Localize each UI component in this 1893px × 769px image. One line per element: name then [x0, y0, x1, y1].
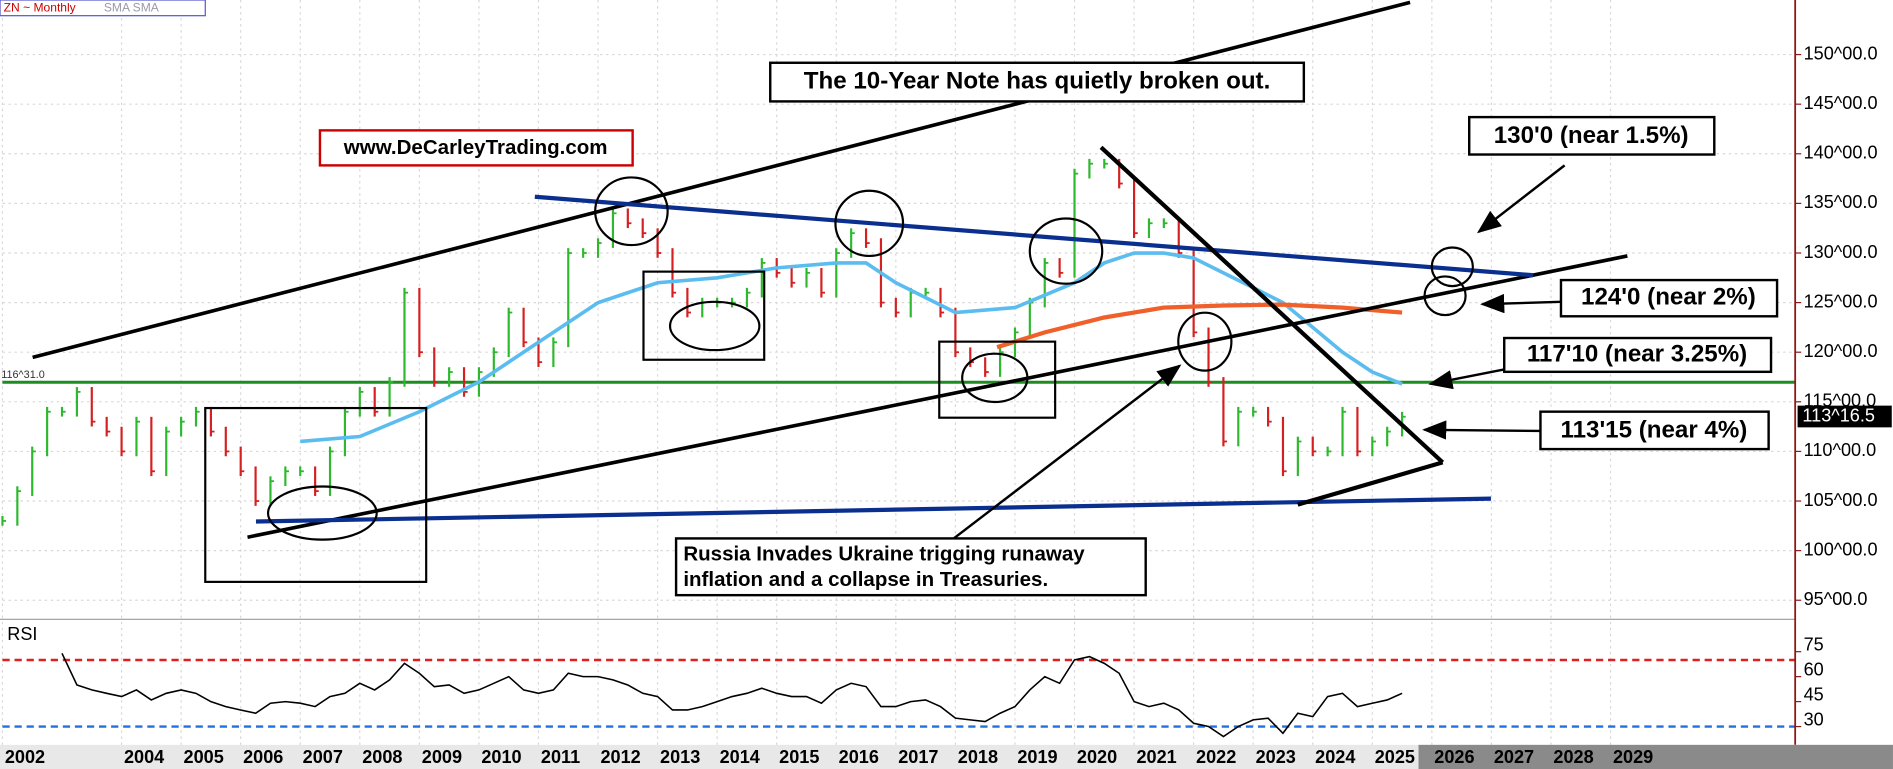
annotation: 117'10 (near 3.25%)	[1527, 340, 1747, 367]
x-tick-label: 2005	[184, 747, 224, 767]
x-tick-label: 2012	[600, 747, 640, 767]
annotation-box	[674, 537, 1147, 597]
arrow	[1422, 420, 1541, 440]
trendline	[1099, 145, 1445, 464]
box	[204, 406, 428, 583]
trendline	[1297, 460, 1444, 507]
circle	[1430, 246, 1474, 288]
annotation-box	[1539, 410, 1770, 451]
x-tick-label: 2019	[1017, 747, 1057, 767]
arrows	[953, 164, 1566, 540]
circle	[1177, 311, 1233, 372]
y-tick-label: 110^00.0	[1804, 440, 1877, 460]
y-tick-label: 95^00.0	[1804, 589, 1868, 609]
watermark-box	[318, 129, 634, 167]
watermark: www.DeCarleyTrading.com	[343, 136, 608, 159]
y-tick-label: 150^00.0	[1804, 43, 1878, 63]
symbol-label: ZN ~ Monthly	[4, 1, 76, 15]
x-tick-label: 2027	[1494, 747, 1534, 767]
x-tick-label: 2010	[481, 747, 521, 767]
annotation-box	[1559, 278, 1779, 318]
rsi-label: RSI	[7, 624, 37, 644]
y-tick-label: 140^00.0	[1804, 143, 1878, 163]
box	[938, 340, 1057, 419]
x-tick-label: 2006	[243, 747, 283, 767]
y-tick-label: 100^00.0	[1804, 539, 1878, 559]
title-box	[769, 61, 1306, 103]
legend-box	[0, 0, 206, 17]
x-tick-label: 2011	[541, 747, 580, 767]
x-tick-label: 2021	[1136, 747, 1176, 767]
y-tick-label: 130^00.0	[1804, 242, 1878, 262]
trendline	[255, 496, 1491, 524]
rsi-tick-label: 45	[1804, 684, 1824, 704]
circle	[961, 352, 1029, 404]
annotation: 113'15 (near 4%)	[1561, 416, 1748, 443]
x-tick-label: 2016	[839, 747, 879, 767]
circle	[834, 189, 905, 258]
chart-title: The 10-Year Note has quietly broken out.	[804, 67, 1271, 94]
x-tick-label: 2009	[422, 747, 462, 767]
x-tick-label: 2024	[1315, 747, 1355, 767]
y-tick-label: 145^00.0	[1804, 93, 1878, 113]
last-price-label: 113^16.5	[1802, 405, 1875, 425]
annotation: 124'0 (near 2%)	[1581, 284, 1756, 311]
reference-label: 116^31.0	[1, 369, 45, 381]
y-tick-label: 120^00.0	[1804, 341, 1878, 361]
x-tick-label: 2008	[362, 747, 402, 767]
circle	[668, 300, 761, 352]
x-tick-label: 2028	[1553, 747, 1593, 767]
x-tick-label: 2015	[779, 747, 819, 767]
circle	[1028, 217, 1104, 285]
x-tick-label: 2014	[720, 747, 760, 767]
annotation-box	[1468, 115, 1716, 156]
data	[1, 158, 1796, 738]
circle	[594, 176, 669, 247]
rsi-line	[61, 653, 1403, 738]
y-tick-label: 115^00.0	[1804, 391, 1877, 411]
rsi-tick-label: 60	[1804, 659, 1824, 679]
x-tick-label: 2025	[1375, 747, 1415, 767]
x-tick-label: 2022	[1196, 747, 1236, 767]
x-tick-label: 2029	[1613, 747, 1653, 767]
arrow	[953, 364, 1182, 540]
annotations-shapes	[32, 0, 1628, 583]
arrow	[1476, 164, 1566, 234]
trendline	[247, 254, 1628, 539]
annotation: inflation and a collapse in Treasuries.	[683, 568, 1048, 591]
x-tick-label: 2026	[1434, 747, 1474, 767]
y-tick-label: 105^00.0	[1804, 490, 1878, 510]
x-tick-label: 2007	[303, 747, 343, 767]
x-tick-label: 2004	[124, 747, 164, 767]
rsi-tick-label: 75	[1804, 634, 1824, 654]
x-tick-label: 2002	[5, 747, 45, 767]
rsi-tick-label: 30	[1804, 709, 1824, 729]
x-tick-label: 2013	[660, 747, 700, 767]
sma-line	[996, 302, 1403, 350]
circle	[1423, 275, 1467, 317]
y-tick-label: 135^00.0	[1804, 192, 1878, 212]
annotation-box	[1503, 336, 1773, 374]
box	[642, 270, 766, 361]
annotation: Russia Invades Ukraine trigging runaway	[683, 543, 1085, 566]
x-tick-label: 2018	[958, 747, 998, 767]
circle	[266, 485, 378, 541]
indicator-label: SMA SMA	[104, 1, 160, 15]
last-price-box	[1797, 405, 1892, 428]
arrow	[1428, 368, 1505, 390]
x-tick-label: 2017	[898, 747, 938, 767]
annotation: 130'0 (near 1.5%)	[1494, 122, 1689, 149]
sma-line	[300, 251, 1403, 444]
y-tick-label: 125^00.0	[1804, 291, 1878, 311]
x-tick-label: 2023	[1256, 747, 1296, 767]
arrow	[1480, 293, 1562, 314]
future-strip	[1418, 744, 1893, 769]
x-tick-label: 2020	[1077, 747, 1117, 767]
